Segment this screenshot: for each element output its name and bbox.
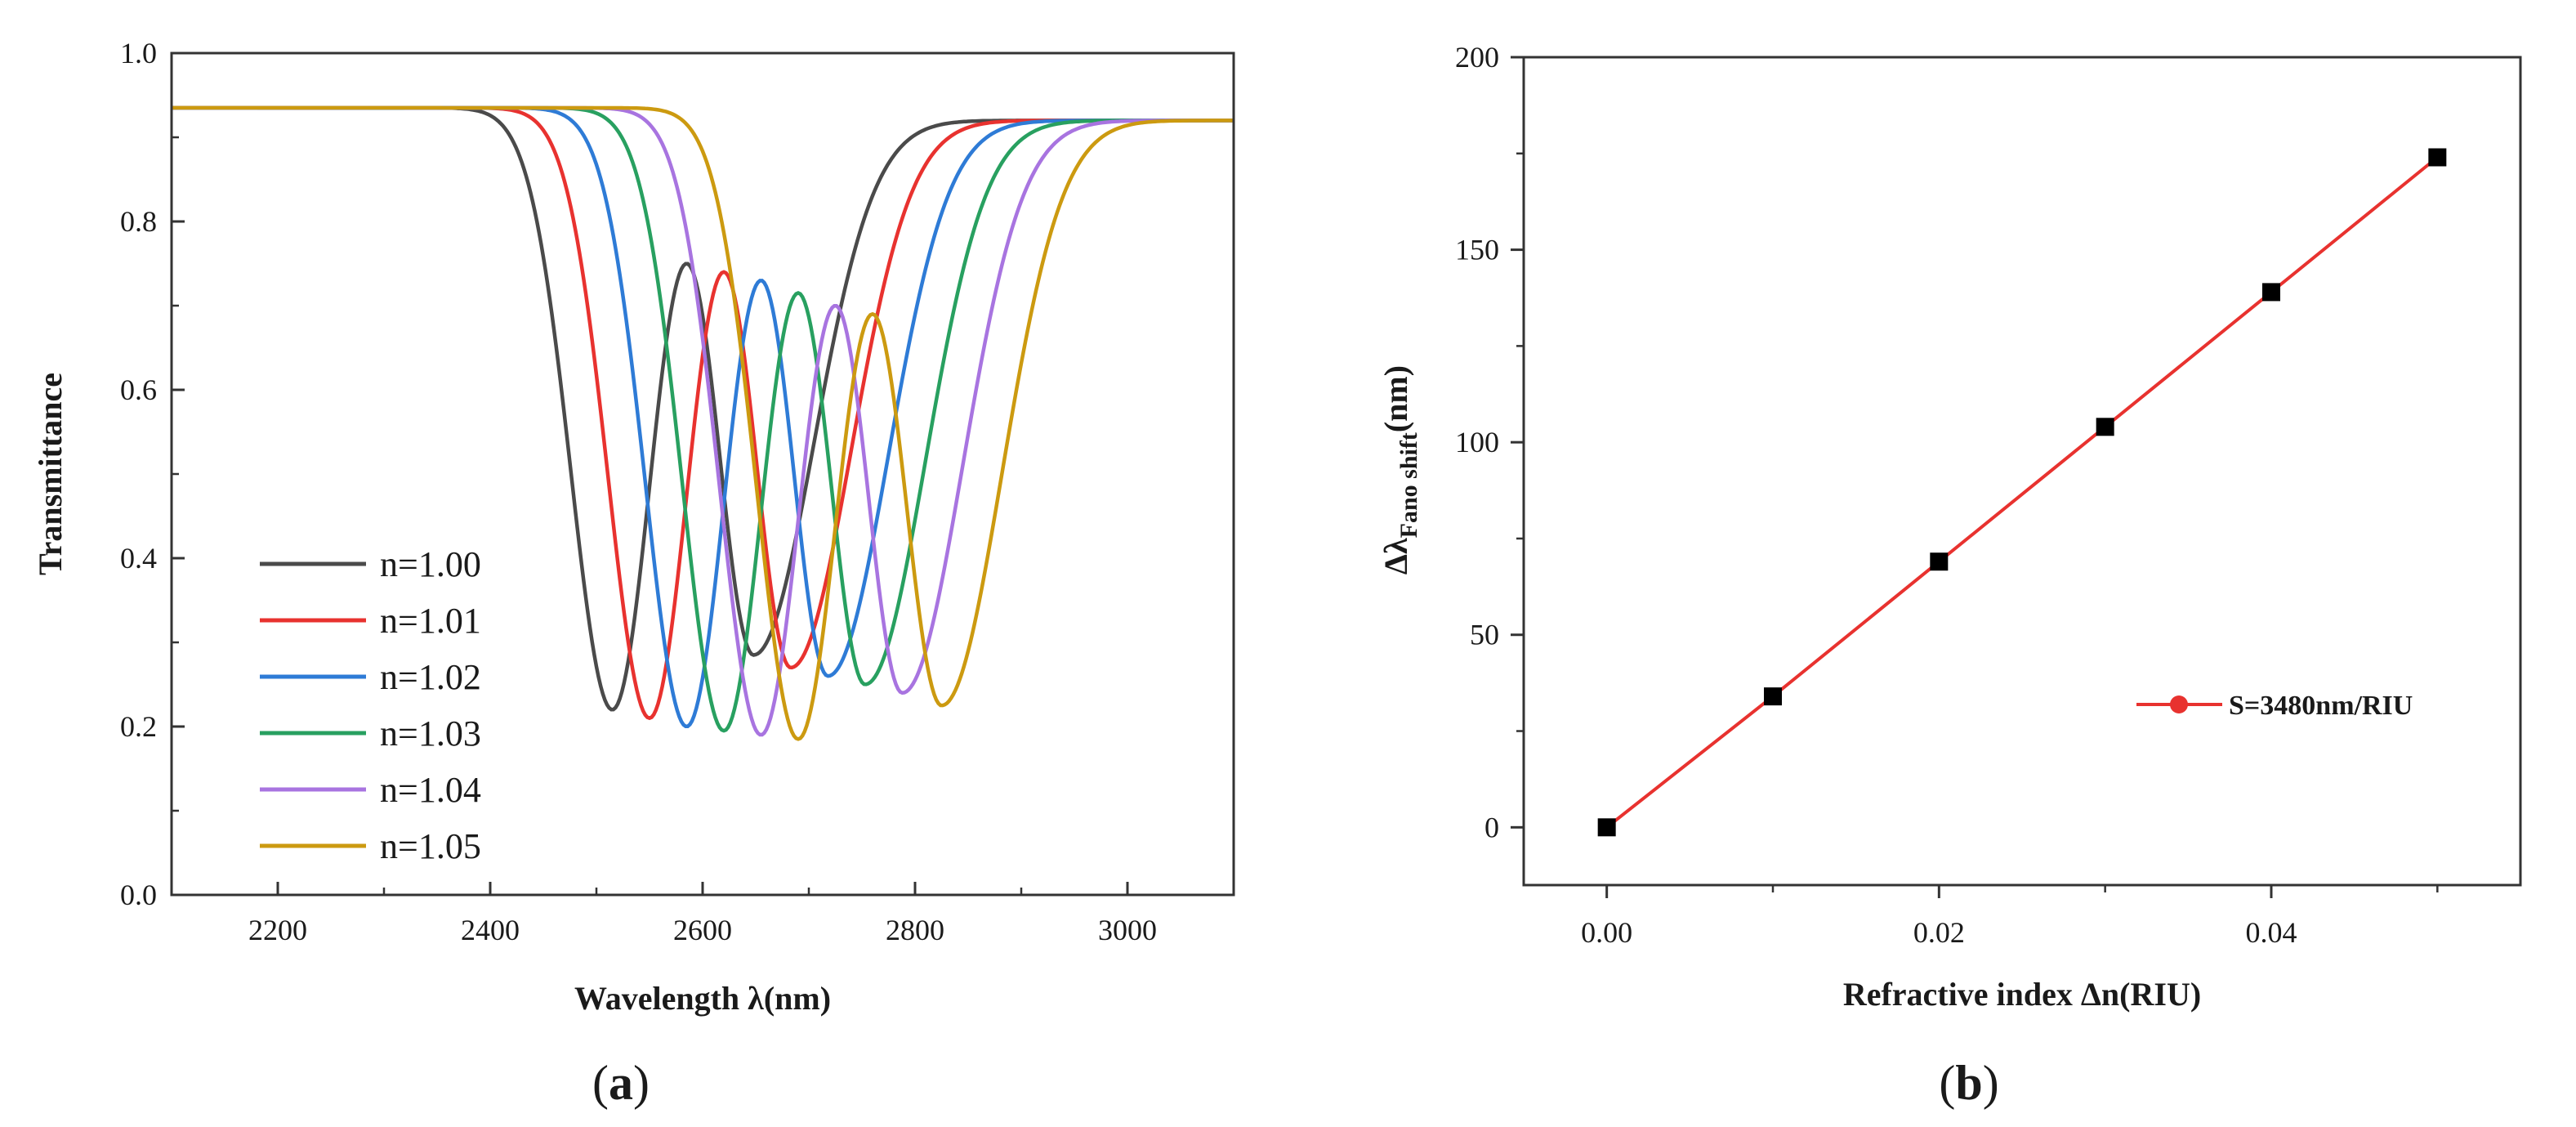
panel-b-y-tick-label: 50 [1470, 619, 1499, 651]
panel-b-label-open: ( [1939, 1056, 1955, 1110]
panel-b-legend-label: S=3480nm/RIU [2229, 691, 2413, 721]
data-point-marker [2428, 148, 2447, 167]
panel-b-label: (b) [1939, 1056, 1998, 1110]
data-point-marker [2262, 283, 2280, 302]
panel-b-y-axis-title: ΔλFano shift(nm) [1377, 365, 1422, 575]
panel-a-legend: n=1.00 n=1.01 n=1.02 n=1.03 n=1.04 n=1.05 [260, 544, 481, 866]
panel-b-label-close: ) [1983, 1056, 1999, 1110]
panel-b-ticks: 0.00 0.02 0.04 0 50 100 150 200 [1455, 41, 2439, 949]
legend-label-n=1.02: n=1.02 [380, 657, 481, 697]
panel-a-label-close: ) [633, 1056, 650, 1110]
legend-label-n=1.00: n=1.00 [380, 544, 481, 584]
panel-b-sensitivity-chart: 0.00 0.02 0.04 0 50 100 150 200 Refractive inde… [1377, 41, 2522, 1110]
panel-a-plot-frame [170, 51, 1235, 897]
panel-a-x-tick-label: 3000 [1098, 914, 1157, 946]
legend-label-n=1.01: n=1.01 [380, 601, 481, 641]
panel-b-label-letter: b [1955, 1056, 1982, 1110]
panel-b-x-tick-label: 0.00 [1581, 916, 1632, 949]
panel-b-x-tick-label: 0.04 [2246, 916, 2297, 949]
panel-a-transmittance-chart: 2200 2400 2600 2800 3000 0.0 0.2 0.4 0.6 0.8 1.0 W… [32, 37, 1235, 1110]
data-point-marker [1597, 818, 1616, 837]
curve-n=1.02 [172, 105, 1234, 728]
panel-b-y-axis-title-main: Δλ [1377, 538, 1414, 575]
panel-b-y-tick-label: 100 [1455, 426, 1499, 458]
panel-a-y-tick-label: 0.8 [120, 205, 157, 238]
panel-a-y-tick-label: 1.0 [120, 37, 157, 69]
panel-b-y-tick-label: 150 [1455, 234, 1499, 266]
panel-b-y-tick-label: 0 [1484, 811, 1499, 843]
panel-a-label-open: ( [592, 1056, 609, 1110]
curve-n=1.05 [172, 105, 1234, 741]
panel-a-x-tick-label: 2800 [886, 914, 944, 946]
panel-b-plot-frame [1522, 56, 2522, 887]
panel-a-y-tick-label: 0.2 [120, 710, 157, 743]
fit-line [1605, 155, 2439, 829]
curve-n=1.01 [172, 105, 1234, 721]
legend-label-n=1.04: n=1.04 [380, 770, 481, 810]
panel-b-series [1597, 148, 2447, 837]
legend-label-n=1.03: n=1.03 [380, 713, 481, 754]
panel-a-x-tick-label: 2400 [461, 914, 520, 946]
panel-b-y-axis-title-sub: Fano shift [1395, 432, 1422, 538]
panel-b-legend: S=3480nm/RIU [2136, 691, 2413, 721]
panel-a-y-axis-title: Transmittance [32, 373, 69, 575]
data-point-marker [2096, 418, 2114, 436]
curve-n=1.03 [172, 105, 1234, 733]
panel-b-x-axis-title: Refractive index Δn(RIU) [1843, 976, 2201, 1013]
panel-b-legend-marker [2170, 695, 2188, 713]
panel-b-y-axis-title-unit: (nm) [1377, 365, 1414, 432]
panel-a-y-tick-label: 0.4 [120, 542, 157, 575]
panel-a-label-letter: a [609, 1056, 633, 1110]
data-point-marker [1930, 552, 1949, 571]
panel-b-x-tick-label: 0.02 [1913, 916, 1965, 949]
data-point-marker [1764, 687, 1782, 706]
panel-a-y-tick-label: 0.6 [120, 373, 157, 406]
panel-a-ticks: 2200 2400 2600 2800 3000 0.0 0.2 0.4 0.6 0.8 1.0 [120, 37, 1235, 946]
legend-label-n=1.05: n=1.05 [380, 826, 481, 866]
transmittance-curves [172, 105, 1234, 741]
panel-a-y-tick-label: 0.0 [120, 879, 157, 911]
panel-b-y-tick-label: 200 [1455, 41, 1499, 74]
panel-a-x-axis-title: Wavelength λ(nm) [574, 980, 831, 1017]
panel-a-label: (a) [592, 1056, 650, 1110]
panel-a-x-tick-label: 2200 [248, 914, 307, 946]
panel-a-x-tick-label: 2600 [673, 914, 732, 946]
